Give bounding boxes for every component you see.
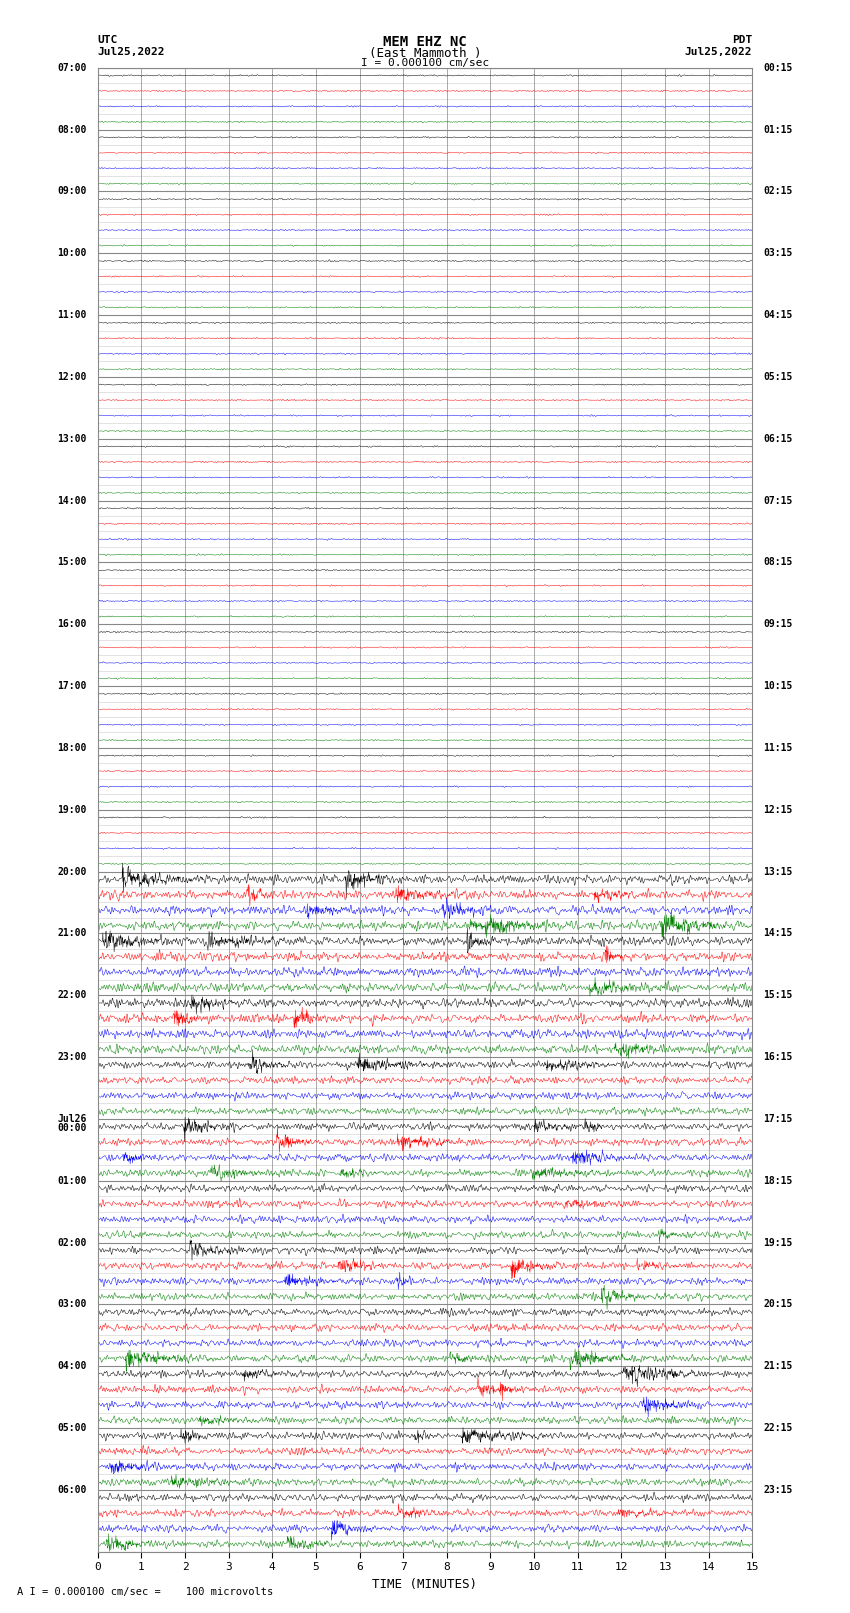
Text: 14:00: 14:00 bbox=[58, 495, 87, 505]
Text: 11:00: 11:00 bbox=[58, 310, 87, 319]
Text: 20:15: 20:15 bbox=[763, 1300, 792, 1310]
Text: 02:00: 02:00 bbox=[58, 1237, 87, 1247]
Text: 10:15: 10:15 bbox=[763, 681, 792, 690]
Text: 17:15: 17:15 bbox=[763, 1115, 792, 1124]
Text: 08:00: 08:00 bbox=[58, 124, 87, 134]
Text: 13:15: 13:15 bbox=[763, 866, 792, 876]
Text: (East Mammoth ): (East Mammoth ) bbox=[369, 47, 481, 60]
Text: 16:15: 16:15 bbox=[763, 1052, 792, 1061]
Text: 05:00: 05:00 bbox=[58, 1423, 87, 1432]
Text: 01:00: 01:00 bbox=[58, 1176, 87, 1186]
Text: 11:15: 11:15 bbox=[763, 744, 792, 753]
Text: 06:15: 06:15 bbox=[763, 434, 792, 444]
Text: Jul25,2022: Jul25,2022 bbox=[685, 47, 752, 56]
Text: 03:00: 03:00 bbox=[58, 1300, 87, 1310]
Text: 16:00: 16:00 bbox=[58, 619, 87, 629]
Text: 09:15: 09:15 bbox=[763, 619, 792, 629]
Text: PDT: PDT bbox=[732, 35, 752, 45]
Text: 13:00: 13:00 bbox=[58, 434, 87, 444]
Text: MEM EHZ NC: MEM EHZ NC bbox=[383, 35, 467, 50]
Text: 17:00: 17:00 bbox=[58, 681, 87, 690]
Text: 19:15: 19:15 bbox=[763, 1237, 792, 1247]
X-axis label: TIME (MINUTES): TIME (MINUTES) bbox=[372, 1578, 478, 1590]
Text: A I = 0.000100 cm/sec =    100 microvolts: A I = 0.000100 cm/sec = 100 microvolts bbox=[17, 1587, 273, 1597]
Text: UTC: UTC bbox=[98, 35, 118, 45]
Text: 01:15: 01:15 bbox=[763, 124, 792, 134]
Text: I = 0.000100 cm/sec: I = 0.000100 cm/sec bbox=[361, 58, 489, 68]
Text: 05:15: 05:15 bbox=[763, 373, 792, 382]
Text: 07:00: 07:00 bbox=[58, 63, 87, 73]
Text: 22:00: 22:00 bbox=[58, 990, 87, 1000]
Text: 08:15: 08:15 bbox=[763, 558, 792, 568]
Text: 23:15: 23:15 bbox=[763, 1486, 792, 1495]
Text: 14:15: 14:15 bbox=[763, 929, 792, 939]
Text: 23:00: 23:00 bbox=[58, 1052, 87, 1061]
Text: Jul25,2022: Jul25,2022 bbox=[98, 47, 165, 56]
Text: 12:15: 12:15 bbox=[763, 805, 792, 815]
Text: 04:15: 04:15 bbox=[763, 310, 792, 319]
Text: 06:00: 06:00 bbox=[58, 1486, 87, 1495]
Text: 02:15: 02:15 bbox=[763, 187, 792, 197]
Text: 15:15: 15:15 bbox=[763, 990, 792, 1000]
Text: 20:00: 20:00 bbox=[58, 866, 87, 876]
Text: 04:00: 04:00 bbox=[58, 1361, 87, 1371]
Text: 19:00: 19:00 bbox=[58, 805, 87, 815]
Text: 15:00: 15:00 bbox=[58, 558, 87, 568]
Text: 10:00: 10:00 bbox=[58, 248, 87, 258]
Text: 22:15: 22:15 bbox=[763, 1423, 792, 1432]
Text: 21:15: 21:15 bbox=[763, 1361, 792, 1371]
Text: 09:00: 09:00 bbox=[58, 187, 87, 197]
Text: 18:00: 18:00 bbox=[58, 744, 87, 753]
Text: 18:15: 18:15 bbox=[763, 1176, 792, 1186]
Text: 03:15: 03:15 bbox=[763, 248, 792, 258]
Text: 00:15: 00:15 bbox=[763, 63, 792, 73]
Text: 00:00: 00:00 bbox=[58, 1123, 87, 1134]
Text: 21:00: 21:00 bbox=[58, 929, 87, 939]
Text: Jul26: Jul26 bbox=[58, 1115, 87, 1124]
Text: 07:15: 07:15 bbox=[763, 495, 792, 505]
Text: 12:00: 12:00 bbox=[58, 373, 87, 382]
